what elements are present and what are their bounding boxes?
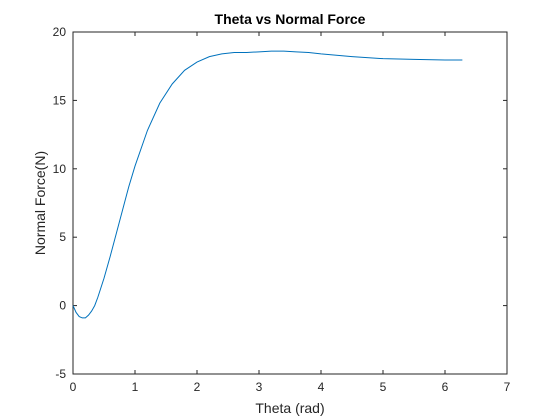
y-tick-label: 5 [59,230,66,244]
y-tick-label: 0 [59,299,66,313]
y-tick-label: 15 [53,93,67,107]
axes-box [72,31,508,375]
x-tick-label: 6 [442,380,449,394]
series-line [72,50,463,319]
x-axis-title: Theta (rad) [255,400,324,416]
y-tick-label: 20 [53,25,67,39]
x-tick-label: 0 [70,380,77,394]
y-tick-label: -5 [55,367,66,381]
x-tick-label: 1 [132,380,139,394]
tick-marks [72,31,508,375]
x-tick-label: 5 [380,380,387,394]
y-axis-title: Normal Force(N) [32,151,48,255]
x-tick-label: 4 [318,380,325,394]
x-tick-label: 2 [194,380,201,394]
tick-labels: 0 1 2 3 4 5 6 7 -5 0 5 10 15 20 [53,25,511,394]
y-tick-label: 10 [53,162,67,176]
x-tick-label: 7 [504,380,511,394]
chart-title: Theta vs Normal Force [215,11,366,27]
x-tick-label: 3 [256,380,263,394]
